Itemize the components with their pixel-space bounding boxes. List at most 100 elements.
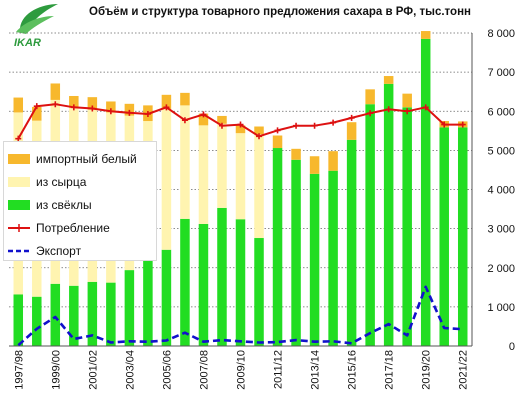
bar-segment (254, 134, 264, 239)
ikar-logo-text: IKAR (14, 37, 41, 49)
y-tick-label: 1 000 (487, 302, 515, 314)
consumption-point (311, 122, 318, 129)
legend-swatch-consumption (8, 224, 30, 232)
legend-label-import: импортный белый (36, 152, 137, 166)
consumption-point (237, 121, 244, 128)
bar-segment (32, 296, 42, 346)
bar-segment (198, 125, 209, 224)
bar-segment (161, 249, 172, 346)
consumption-point (274, 127, 281, 134)
legend-label-consumption: Потребление (36, 221, 110, 235)
bar-segment (291, 148, 301, 160)
bar-segment (198, 223, 209, 346)
consumption-point (52, 101, 59, 108)
bar-segment (87, 97, 98, 110)
bar-segment (457, 127, 468, 346)
consumption-point (256, 133, 263, 140)
bar-segment (272, 135, 283, 149)
bar-segment (235, 219, 246, 346)
consumption-point (218, 122, 225, 129)
consumption-point (15, 135, 22, 142)
bar-segment (69, 285, 79, 346)
ikar-logo-wing (16, 16, 54, 34)
consumption-point (367, 110, 374, 117)
consumption-point (459, 121, 466, 128)
bar-segment (106, 282, 116, 346)
consumption-point (330, 119, 337, 126)
bar-segment (420, 38, 431, 347)
bar-segment (124, 270, 135, 346)
legend-item-import: импортный белый (8, 150, 137, 168)
consumption-point (404, 108, 411, 115)
bar-segment (180, 218, 190, 346)
bar-segment (346, 122, 357, 140)
y-tick-label: 2 000 (487, 263, 515, 275)
bar-segment (217, 115, 227, 124)
bar-segment (32, 106, 42, 121)
legend: импортный белый из сырца из свёклы Потре… (3, 141, 157, 261)
x-tick-label: 2003/04 (124, 350, 136, 390)
x-tick-label: 2021/22 (458, 350, 470, 390)
legend-item-consumption: Потребление (8, 219, 110, 237)
bar-segment (309, 173, 320, 346)
consumption-point (441, 121, 448, 128)
bar-segment (254, 238, 264, 346)
x-tick-label: 1999/00 (50, 350, 62, 390)
bar-segment (87, 281, 98, 346)
bar-segment (420, 31, 431, 39)
x-tick-label: 2017/18 (384, 350, 396, 390)
consumption-point (33, 103, 40, 110)
x-tick-label: 2009/10 (236, 350, 248, 390)
bar-segment (124, 103, 135, 116)
bar-segment (365, 89, 375, 105)
bar-segment (50, 283, 61, 346)
bar-segment (198, 113, 209, 126)
bar-segment (309, 156, 320, 174)
consumption-point (163, 104, 170, 111)
x-tick-label: 1997/98 (13, 350, 25, 390)
y-tick-label: 8 000 (487, 28, 515, 40)
ikar-logo: IKAR (14, 4, 58, 49)
bar-segment (13, 294, 24, 346)
consumption-point (181, 117, 188, 124)
bar-segment (69, 95, 79, 108)
y-tick-label: 6 000 (487, 106, 515, 118)
bar-segment (235, 125, 246, 134)
consumption-point (144, 110, 151, 117)
consumption-point (70, 104, 77, 111)
bar-segment (402, 93, 412, 108)
y-tick-label: 4 000 (487, 185, 515, 197)
x-tick-label: 2015/16 (347, 350, 359, 390)
bar-segment (365, 104, 375, 347)
bar-segment (217, 207, 227, 346)
bar-segment (13, 97, 24, 113)
bar-segment (254, 126, 264, 135)
consumption-point (89, 105, 96, 112)
bar-segment (328, 170, 338, 346)
x-tick-label: 2013/14 (310, 350, 322, 390)
bar-segment (346, 139, 357, 346)
legend-item-beet: из свёклы (8, 196, 92, 214)
legend-swatch-raw (8, 177, 30, 187)
bar-segment (402, 107, 412, 347)
bar-segment (235, 133, 246, 220)
consumption-point (200, 111, 207, 118)
bar-segment (143, 257, 153, 346)
y-tick-label: 0 (509, 341, 515, 353)
consumption-point (422, 104, 429, 111)
x-tick-label: 2001/02 (87, 350, 99, 390)
legend-item-export: Экспорт (8, 242, 81, 260)
bar-segment (217, 123, 227, 208)
bar-segment (328, 151, 338, 171)
bar-segment (383, 76, 394, 84)
y-tick-label: 3 000 (487, 224, 515, 236)
legend-swatch-export (8, 249, 30, 253)
legend-label-beet: из свёклы (36, 198, 92, 212)
y-tick-label: 7 000 (487, 67, 515, 79)
export-line (17, 285, 463, 347)
consumption-point (126, 109, 133, 116)
bar-segment (383, 83, 394, 347)
bar-segment (291, 159, 301, 346)
y-tick-label: 5 000 (487, 145, 515, 157)
legend-swatch-beet (8, 200, 30, 210)
